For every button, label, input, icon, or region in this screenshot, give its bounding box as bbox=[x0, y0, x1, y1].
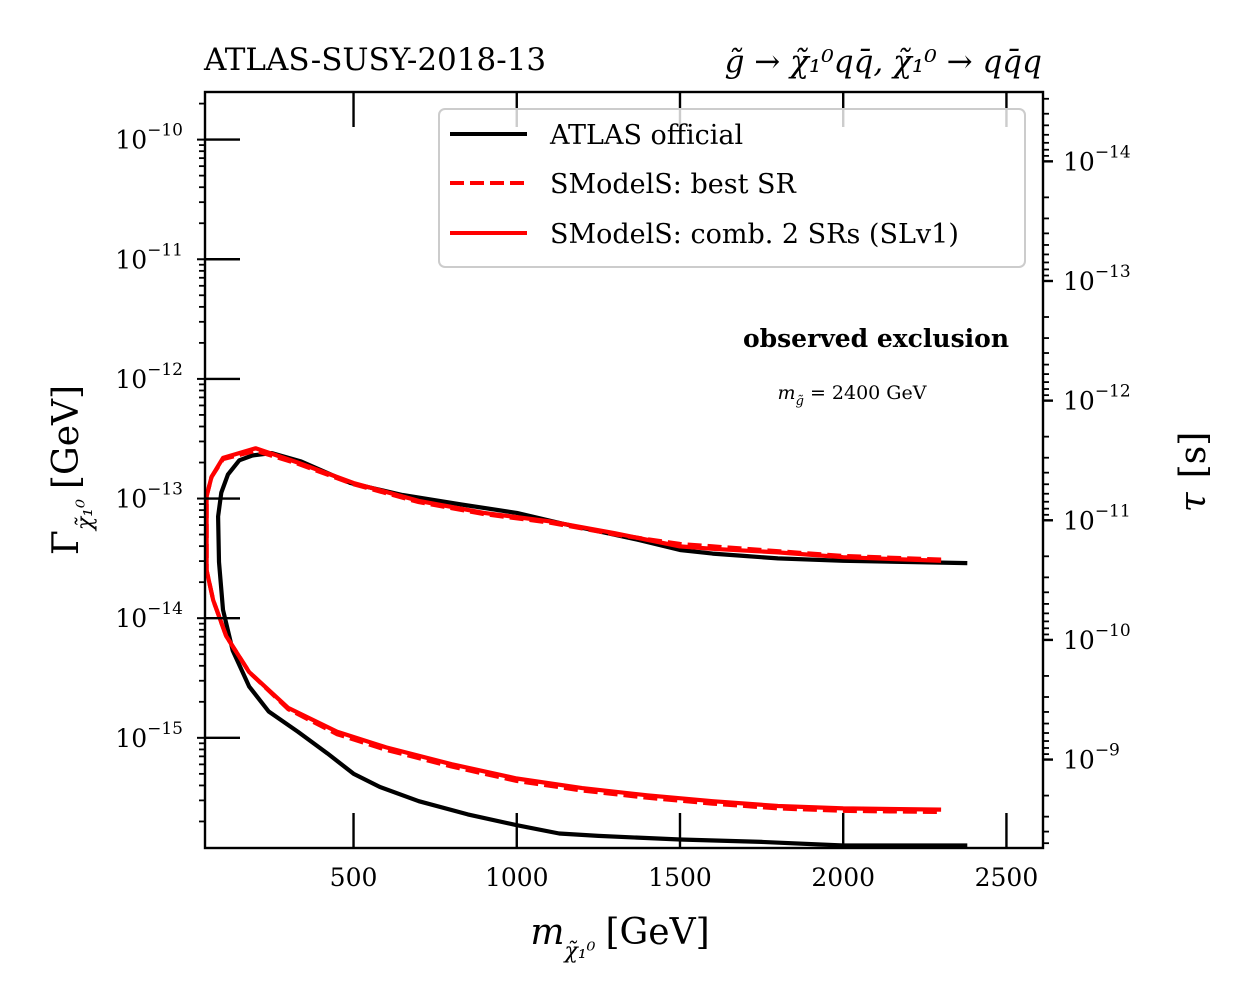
legend-label-atlas-official: ATLAS official bbox=[549, 120, 743, 151]
y-tick-label-exponent: −13 bbox=[147, 480, 183, 500]
y-right-tick-label-base: 10 bbox=[1063, 147, 1095, 176]
y-right-tick-label-base: 10 bbox=[1063, 746, 1095, 775]
y-tick-label-exponent: −12 bbox=[147, 360, 183, 380]
legend-label-best-sr: SModelS: best SR bbox=[550, 169, 797, 200]
y-tick-label: 10−10 bbox=[115, 121, 183, 155]
x-axis-label-main: m bbox=[530, 912, 564, 953]
y-tick-label-base: 10 bbox=[115, 724, 147, 753]
y-right-tick-label-exponent: −9 bbox=[1095, 741, 1120, 761]
x-tick-label: 2500 bbox=[975, 863, 1039, 892]
annotation-gluino-mass-sub: g̃ bbox=[796, 394, 804, 409]
y-right-tick-label-base: 10 bbox=[1063, 506, 1095, 535]
y-tick-label-exponent: −11 bbox=[147, 240, 183, 260]
x-axis-label: mχ̃₁⁰ [GeV] bbox=[530, 912, 709, 964]
y-right-tick-label: 10−12 bbox=[1063, 382, 1131, 416]
y-tick-label-base: 10 bbox=[115, 604, 147, 633]
y-tick-label-exponent: −10 bbox=[147, 121, 183, 141]
x-axis-label-sub: χ̃₁⁰ bbox=[563, 939, 596, 964]
plot-frame bbox=[203, 90, 1045, 850]
y-tick-label: 10−11 bbox=[115, 240, 183, 274]
y-tick-label-base: 10 bbox=[115, 485, 147, 514]
y-right-tick-label-exponent: −13 bbox=[1095, 262, 1131, 282]
y-axis-right-label: τ [s] bbox=[1173, 432, 1214, 513]
y-right-tick-label-exponent: −14 bbox=[1095, 142, 1131, 162]
y-axis-label-sub: χ̃₁⁰ bbox=[73, 499, 98, 532]
y-tick-label-base: 10 bbox=[115, 245, 147, 274]
y-tick-label: 10−13 bbox=[115, 480, 183, 514]
series-line-smodels-best-sr bbox=[204, 448, 942, 815]
y-axis-label-main: Γ bbox=[46, 530, 87, 555]
x-tick-label: 2000 bbox=[811, 863, 875, 892]
annotation-gluino-mass-rest: = 2400 GeV bbox=[804, 382, 927, 404]
y-right-tick-label: 10−13 bbox=[1063, 262, 1131, 296]
y-right-tick-label: 10−10 bbox=[1063, 621, 1131, 655]
series-line-smodels-comb-2-srs-slv1 bbox=[204, 446, 942, 812]
y-tick-label: 10−15 bbox=[115, 719, 183, 753]
chart-title-left: ATLAS-SUSY-2018-13 bbox=[203, 42, 546, 78]
y-tick-label: 10−12 bbox=[115, 360, 183, 394]
y-axis-right-label-main: τ bbox=[1173, 491, 1214, 512]
y-right-tick-label-exponent: −12 bbox=[1095, 382, 1131, 402]
y-right-tick-label: 10−9 bbox=[1063, 741, 1120, 775]
y-tick-label-base: 10 bbox=[115, 365, 147, 394]
annotation-gluino-mass: mg̃ = 2400 GeV bbox=[778, 382, 927, 409]
y-right-tick-label: 10−14 bbox=[1063, 142, 1131, 176]
legend: ATLAS official SModelS: best SR SModelS:… bbox=[438, 108, 1026, 268]
y-right-tick-label-base: 10 bbox=[1063, 267, 1095, 296]
y-tick-label-base: 10 bbox=[115, 126, 147, 155]
legend-box bbox=[438, 108, 1026, 268]
y-right-tick-label-exponent: −10 bbox=[1095, 621, 1131, 641]
y-tick-label-exponent: −14 bbox=[147, 599, 183, 619]
y-right-tick-label: 10−11 bbox=[1063, 501, 1131, 535]
series-line-atlas-official bbox=[216, 451, 968, 848]
chart-title-right: g̃ → χ̃₁⁰qq̄, χ̃₁⁰ → qq̄q bbox=[725, 44, 1042, 80]
x-axis-label-unit: [GeV] bbox=[605, 912, 709, 953]
y-axis-right-label-unit: [s] bbox=[1173, 432, 1214, 479]
x-tick-label: 1500 bbox=[648, 863, 712, 892]
y-tick-label: 10−14 bbox=[115, 599, 183, 633]
y-right-tick-label-base: 10 bbox=[1063, 626, 1095, 655]
y-axis-label-unit: [GeV] bbox=[46, 385, 87, 489]
y-right-tick-label-base: 10 bbox=[1063, 387, 1095, 416]
y-right-tick-label-exponent: −11 bbox=[1095, 501, 1131, 521]
x-tick-label: 500 bbox=[330, 863, 378, 892]
x-tick-label: 1000 bbox=[485, 863, 549, 892]
annotation-observed-exclusion: observed exclusion bbox=[743, 324, 1009, 353]
annotation-gluino-mass-main: m bbox=[778, 382, 796, 404]
y-tick-label-exponent: −15 bbox=[147, 719, 183, 739]
curves-layer bbox=[204, 446, 968, 848]
y-axis-label: Γχ̃₁⁰ [GeV] bbox=[46, 385, 98, 555]
legend-label-comb-sr: SModelS: comb. 2 SRs (SLv1) bbox=[550, 219, 959, 250]
